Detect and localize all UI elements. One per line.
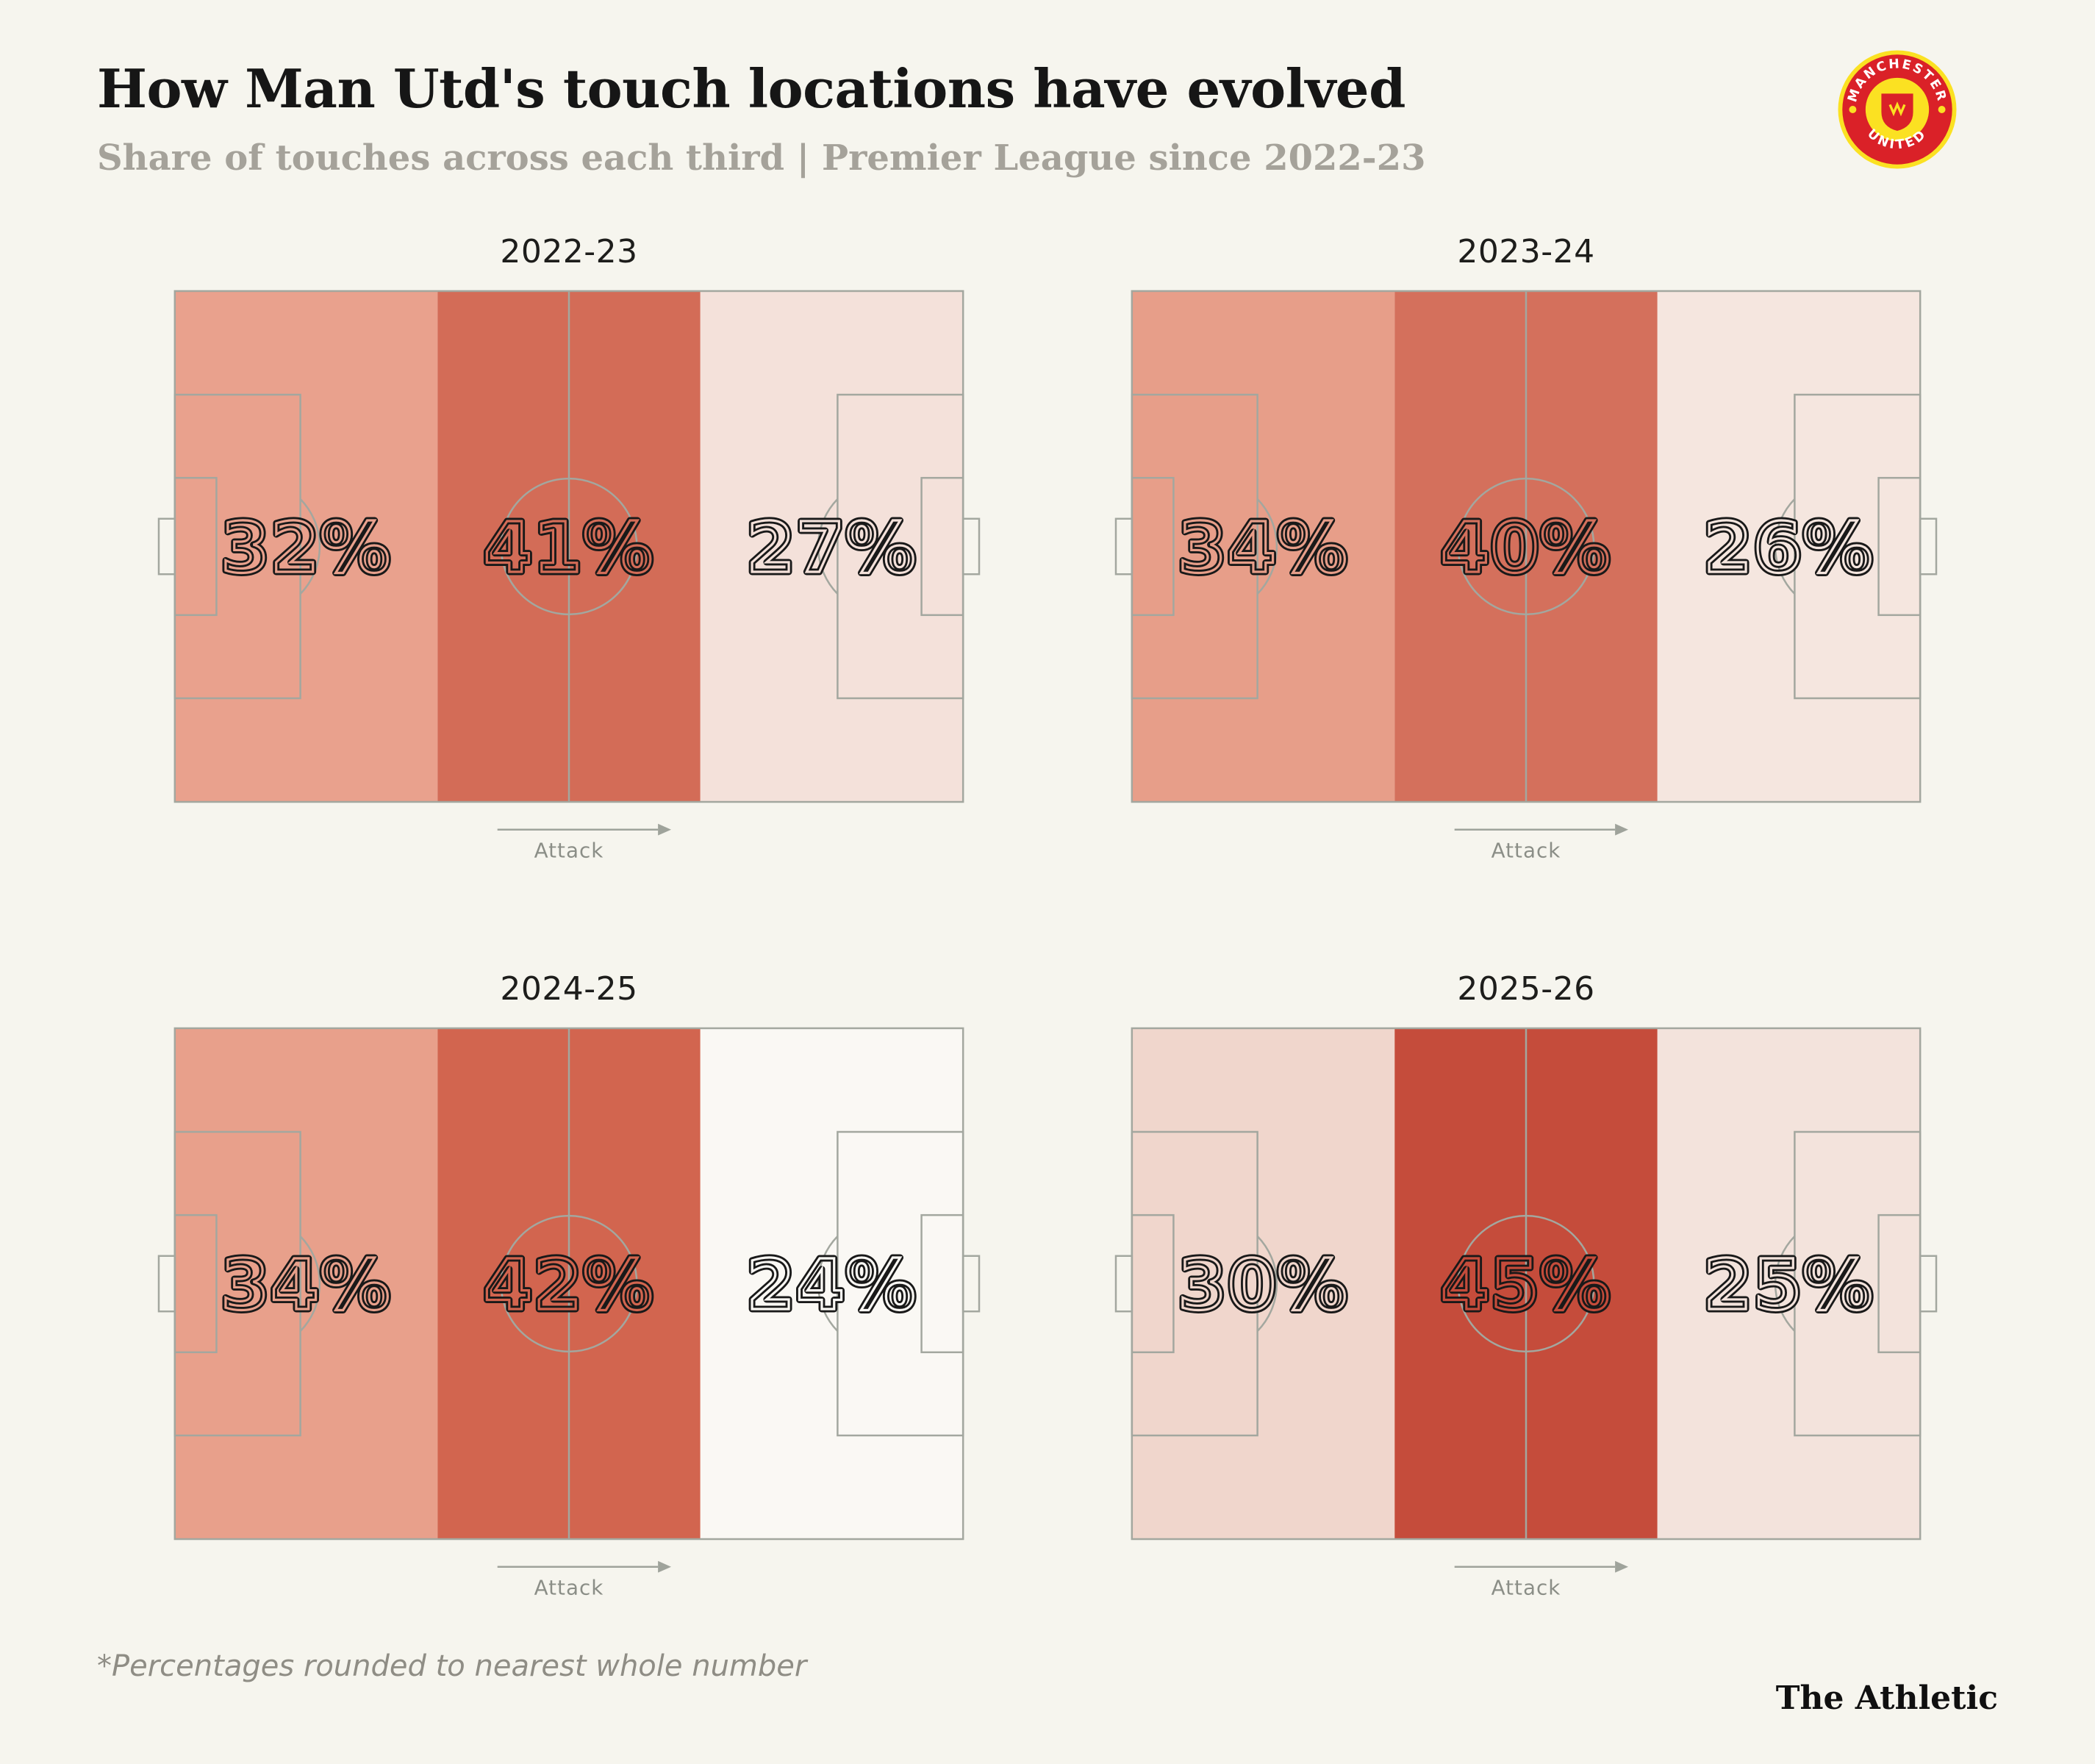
defensive-third xyxy=(174,1028,438,1540)
attacking-share-outline: 27% xyxy=(747,508,917,589)
charts-grid: 2022-23 32% 32% xyxy=(0,233,2095,1607)
centre-circle xyxy=(500,1215,638,1353)
season-label: 2022-23 xyxy=(500,233,638,270)
attack-label: Attack xyxy=(534,1576,604,1600)
right-goal xyxy=(961,1255,981,1313)
defensive-share-inline: 34% xyxy=(221,1246,392,1327)
third-share-labels: 30% 30% 45% 45% 25% 25% xyxy=(1175,1242,1876,1330)
right-penalty-arc xyxy=(1774,1236,1796,1333)
middle-share-outline: 45% xyxy=(1441,1246,1611,1327)
season-pitch-chart: 2022-23 32% 32% xyxy=(156,233,982,869)
defensive-share-outline: 34% xyxy=(221,1246,392,1327)
pitch: 32% 32% 41% 41% 27% 27% Attack xyxy=(157,290,981,862)
attack-arrow-head-icon xyxy=(658,1561,672,1574)
middle-share-inline: 40% xyxy=(1441,508,1611,589)
left-penalty-arc xyxy=(299,498,321,595)
defensive-share-inline: 32% xyxy=(221,508,392,589)
attack-label: Attack xyxy=(1491,838,1561,862)
attack-arrow-head-icon xyxy=(1615,823,1629,836)
attack-direction: Attack xyxy=(1454,1561,1629,1600)
page-subtitle: Share of touches across each third | Pre… xyxy=(97,137,1426,179)
right-goal xyxy=(1919,517,1938,576)
centre-circle xyxy=(500,477,638,616)
attack-label: Attack xyxy=(534,838,604,862)
season-label: 2024-25 xyxy=(500,970,638,1008)
pitch-markings xyxy=(157,1028,981,1541)
left-penalty-arc xyxy=(1256,498,1278,595)
attack-direction: Attack xyxy=(497,1561,672,1600)
left-goal xyxy=(157,517,176,576)
season-pitch-chart: 2025-26 30% 30% xyxy=(1113,970,1939,1606)
left-goal xyxy=(1114,1255,1134,1313)
defensive-third xyxy=(174,290,438,803)
left-penalty-arc xyxy=(1256,1236,1278,1333)
right-goal xyxy=(961,517,981,576)
middle-share-outline: 41% xyxy=(484,508,654,589)
crest-right-ball-icon xyxy=(1938,106,1946,113)
middle-share-inline: 45% xyxy=(1441,1246,1611,1327)
right-goal xyxy=(1919,1255,1938,1313)
third-share-labels: 34% 34% 42% 42% 24% 24% xyxy=(218,1242,919,1330)
third-share-labels: 32% 32% 41% 41% 27% 27% xyxy=(218,505,919,592)
attacking-share-outline: 26% xyxy=(1704,508,1874,589)
defensive-share-inline: 30% xyxy=(1178,1246,1349,1327)
right-penalty-arc xyxy=(817,1236,839,1333)
defensive-third xyxy=(1131,1028,1395,1540)
season-label: 2023-24 xyxy=(1457,233,1595,270)
pitch: 34% 34% 42% 42% 24% 24% Attack xyxy=(157,1028,981,1600)
footnote: *Percentages rounded to nearest whole nu… xyxy=(97,1649,807,1683)
season-pitch-chart: 2024-25 34% 34% xyxy=(156,970,982,1606)
defensive-third xyxy=(1131,290,1395,803)
header: How Man Utd's touch locations have evolv… xyxy=(0,0,2095,179)
page-title: How Man Utd's touch locations have evolv… xyxy=(97,57,1405,120)
attack-direction: Attack xyxy=(497,823,672,862)
defensive-share-outline: 32% xyxy=(221,508,392,589)
season-label: 2025-26 xyxy=(1457,970,1595,1008)
pitch: 34% 34% 40% 40% 26% 26% Attack xyxy=(1114,290,1938,862)
attacking-share-inline: 25% xyxy=(1704,1246,1874,1327)
middle-share-inline: 41% xyxy=(484,508,654,589)
pitch-markings xyxy=(1114,290,1938,803)
man-utd-crest-icon: MANCHESTER UNITED xyxy=(1838,50,1957,169)
attacking-share-outline: 25% xyxy=(1704,1246,1874,1327)
attack-arrow-head-icon xyxy=(658,823,672,836)
attacking-third xyxy=(700,290,964,803)
left-penalty-arc xyxy=(299,1236,321,1333)
crest-left-ball-icon xyxy=(1849,106,1857,113)
attack-arrow-head-icon xyxy=(1615,1561,1629,1574)
attacking-third xyxy=(1657,1028,1921,1540)
attack-label: Attack xyxy=(1491,1576,1561,1600)
defensive-share-outline: 34% xyxy=(1178,508,1349,589)
middle-share-inline: 42% xyxy=(484,1246,654,1327)
defensive-share-inline: 34% xyxy=(1178,508,1349,589)
defensive-share-outline: 30% xyxy=(1178,1246,1349,1327)
attacking-share-inline: 27% xyxy=(747,508,917,589)
attack-direction: Attack xyxy=(1454,823,1629,862)
attacking-share-outline: 24% xyxy=(747,1246,917,1327)
pitch-markings xyxy=(1114,1028,1938,1541)
third-share-labels: 34% 34% 40% 40% 26% 26% xyxy=(1175,505,1876,592)
left-goal xyxy=(157,1255,176,1313)
left-goal xyxy=(1114,517,1134,576)
crest-devil-trident-icon xyxy=(1888,101,1906,117)
pitch-markings xyxy=(157,290,981,803)
attacking-third xyxy=(700,1028,964,1540)
attacking-share-inline: 26% xyxy=(1704,508,1874,589)
season-pitch-chart: 2023-24 34% 34% xyxy=(1113,233,1939,869)
middle-share-outline: 40% xyxy=(1441,508,1611,589)
middle-share-outline: 42% xyxy=(484,1246,654,1327)
centre-circle xyxy=(1457,1215,1595,1353)
attacking-share-inline: 24% xyxy=(747,1246,917,1327)
centre-circle xyxy=(1457,477,1595,616)
brand-logo: The Athletic xyxy=(1775,1679,1998,1717)
attacking-third xyxy=(1657,290,1921,803)
right-penalty-arc xyxy=(1774,498,1796,595)
crest-devil-shield-icon xyxy=(1881,93,1913,132)
pitch: 30% 30% 45% 45% 25% 25% Attack xyxy=(1114,1028,1938,1600)
right-penalty-arc xyxy=(817,498,839,595)
